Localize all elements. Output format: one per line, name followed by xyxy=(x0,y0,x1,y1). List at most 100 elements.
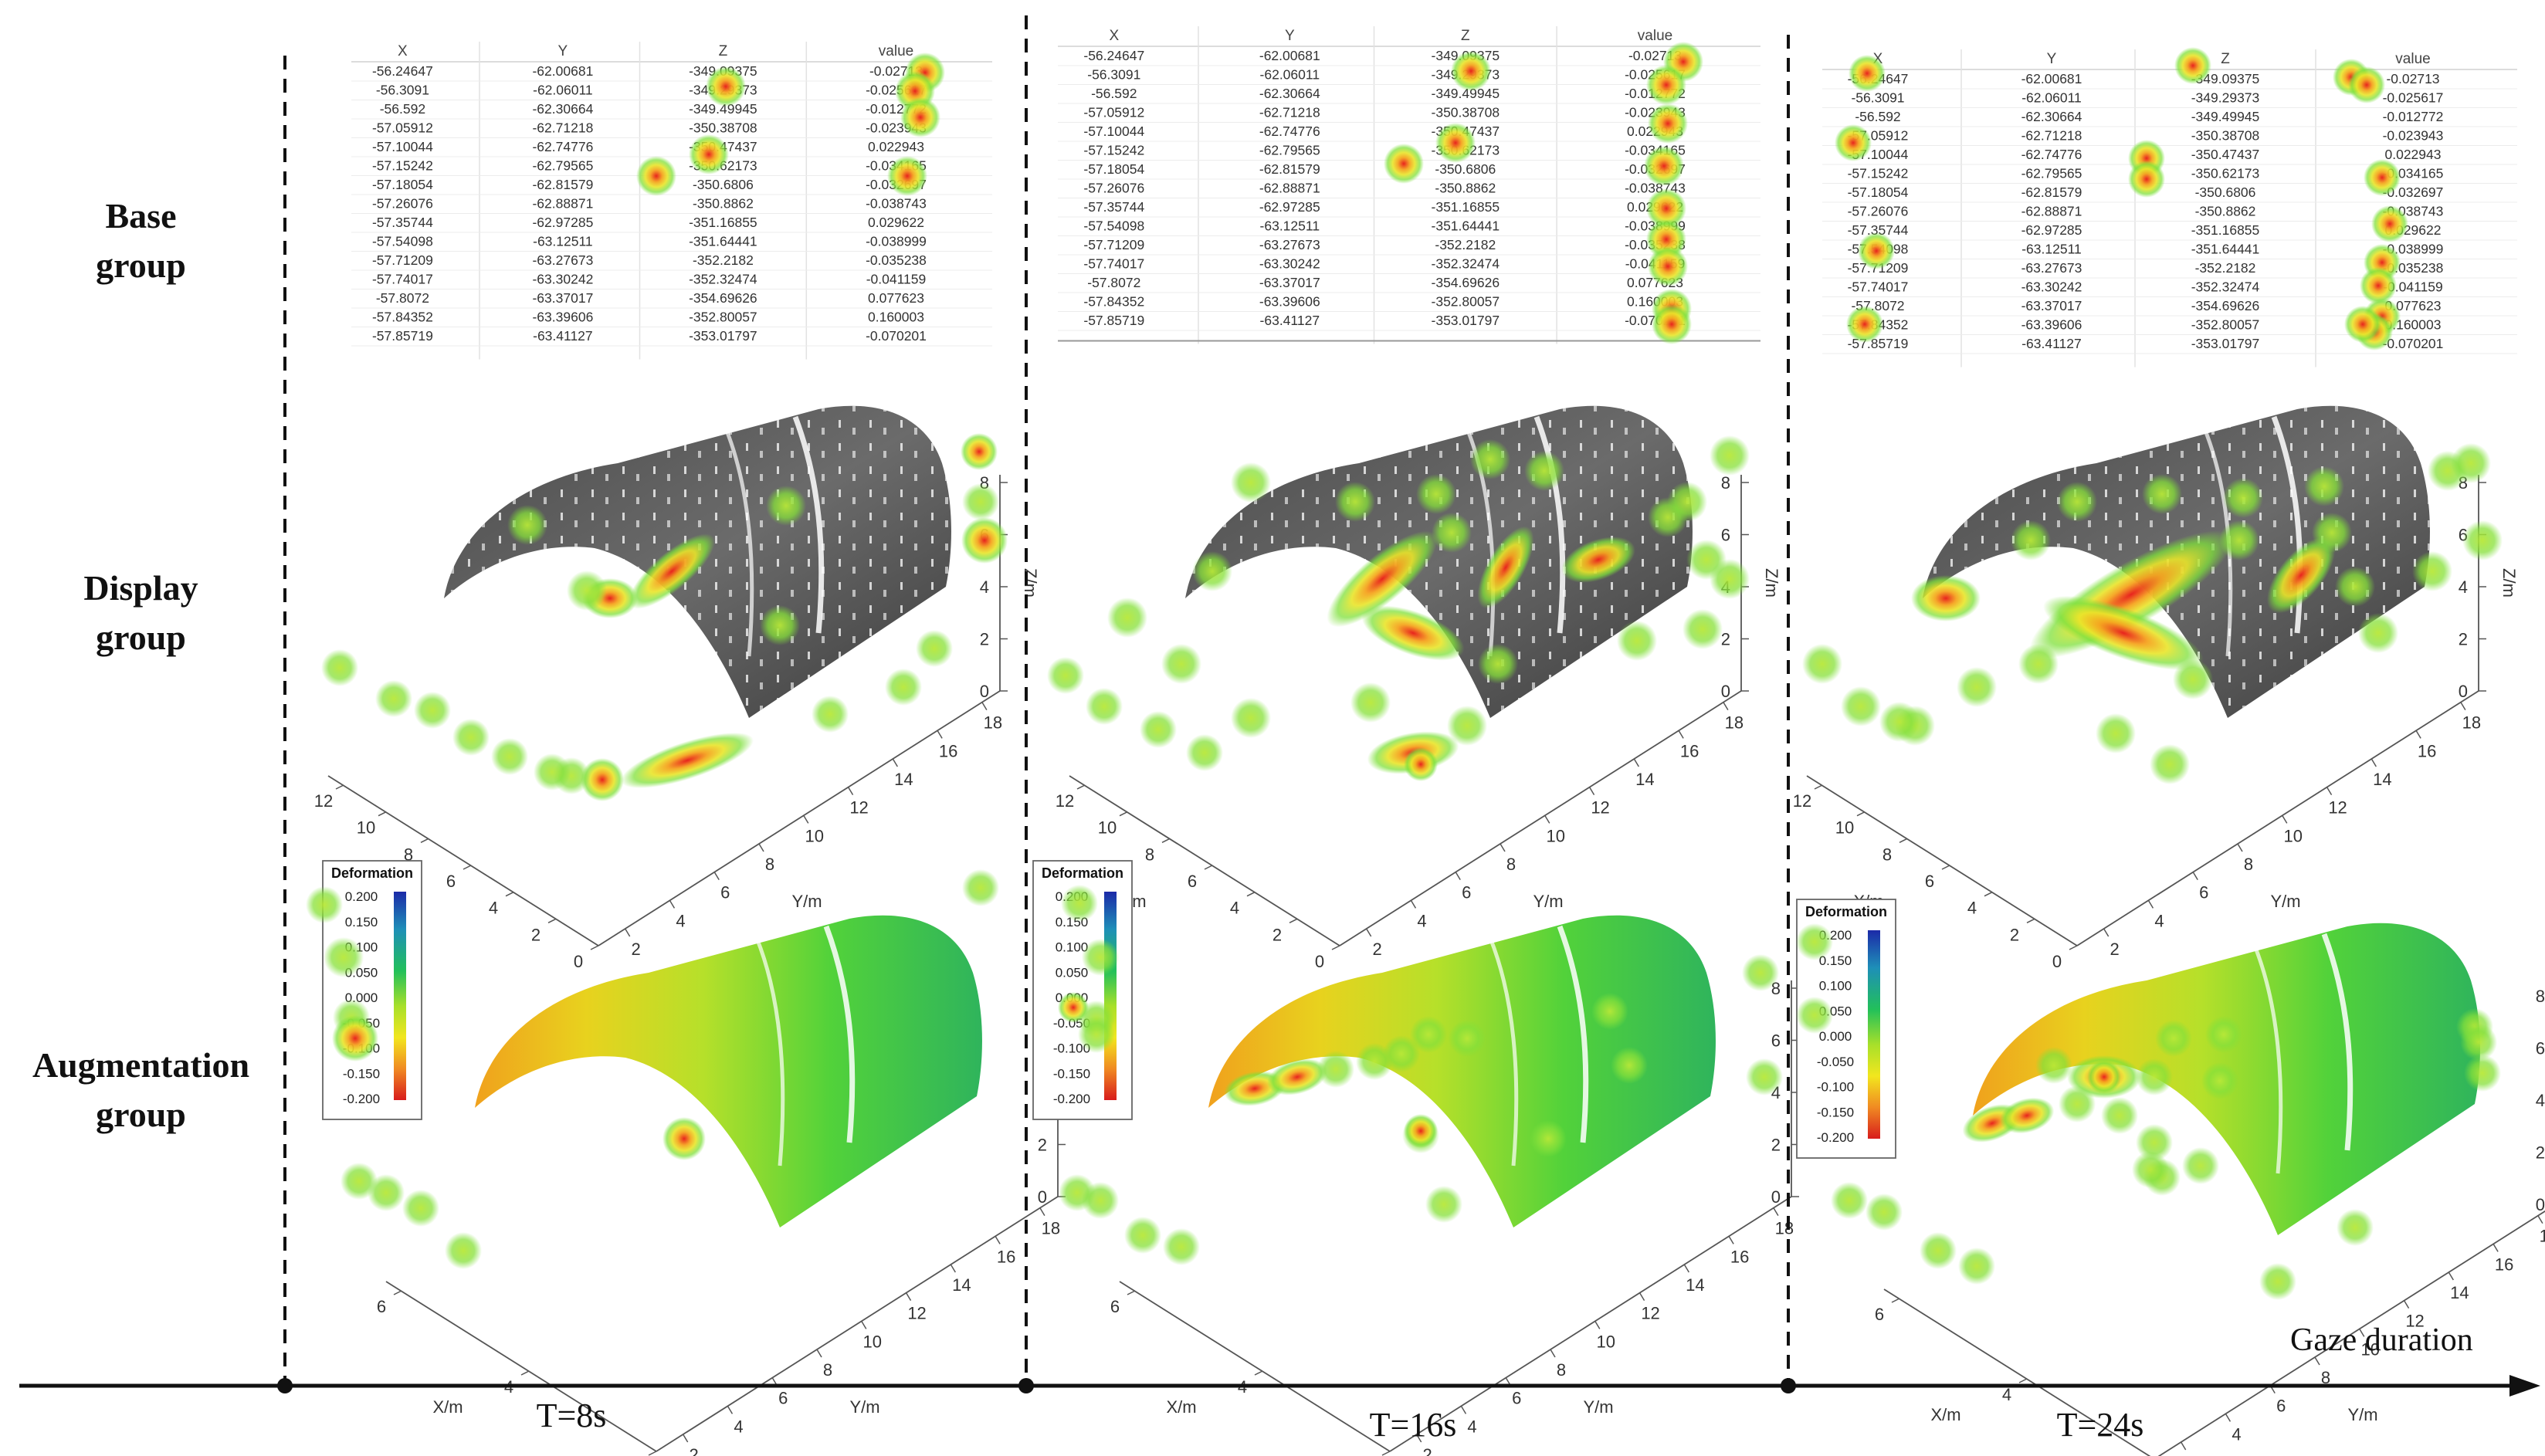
y-axis-line xyxy=(2076,690,2479,946)
gaze-spot xyxy=(2182,1147,2219,1184)
table-cell: -350.6806 xyxy=(1435,161,1496,177)
tunnel-gap xyxy=(1533,415,1566,634)
x-tick xyxy=(1891,1298,1900,1303)
x-tick xyxy=(1246,891,1256,897)
x-tick xyxy=(1941,865,1950,870)
gaze-spot-base-24s xyxy=(2360,267,2397,304)
gaze-spot xyxy=(2460,1024,2497,1061)
gaze-spot xyxy=(1086,688,1123,725)
z-tick-label: 8 xyxy=(1721,473,1730,493)
gaze-spot xyxy=(1470,439,1510,479)
gaze-spot xyxy=(1802,644,1842,684)
y-tick xyxy=(758,843,764,852)
table-cell: -63.37017 xyxy=(2021,298,2082,313)
table-cell: -352.32474 xyxy=(689,272,757,287)
table-cell: -63.12511 xyxy=(533,234,593,249)
y-tick xyxy=(2282,814,2288,824)
gaze-spot xyxy=(1478,644,1518,684)
gaze-spot xyxy=(1047,657,1084,694)
x-tick-label: 6 xyxy=(1188,872,1197,891)
x-axis-line xyxy=(327,775,599,946)
gaze-spot xyxy=(1140,711,1177,748)
gaze-spot-base-8s xyxy=(900,97,940,137)
table-cell: -63.12511 xyxy=(2021,242,2082,257)
z-tick-label: 0 xyxy=(2536,1195,2545,1214)
x-tick xyxy=(420,838,429,844)
table-cell: -56.24647 xyxy=(372,63,433,79)
table-cell: -0.035238 xyxy=(866,252,927,268)
gaze-spot xyxy=(1061,885,1098,922)
table-cell: -0.038743 xyxy=(866,196,927,212)
gaze-spot xyxy=(1161,644,1201,684)
table-cell: -0.023943 xyxy=(2383,128,2444,144)
y-tick-label: 8 xyxy=(1506,855,1516,874)
table-cell: -63.30242 xyxy=(2021,279,2082,295)
y-tick xyxy=(816,1349,822,1358)
gaze-heatmap-layer xyxy=(306,42,2503,1300)
y-tick xyxy=(2225,1413,2232,1422)
y-tick-label: 4 xyxy=(2154,911,2164,930)
gaze-spot-base-24s xyxy=(1858,232,1895,269)
colorbar-tick-label: 0.100 xyxy=(1056,940,1089,955)
x-tick xyxy=(1814,784,1823,790)
gaze-spot xyxy=(663,1117,706,1160)
timeline-node-3 xyxy=(1781,1378,1796,1393)
y-tick-label: 8 xyxy=(2244,855,2253,874)
x-tick-label: 0 xyxy=(574,952,583,971)
gaze-spot-base-16s xyxy=(1644,146,1684,186)
gaze-spot xyxy=(1107,598,1147,638)
y-tick-label: 16 xyxy=(1730,1247,1749,1266)
x-tick xyxy=(463,865,472,870)
z-tick-label: 6 xyxy=(2536,1039,2545,1058)
gaze-spot-base-8s xyxy=(887,156,927,196)
y-tick xyxy=(2237,843,2243,852)
table-cell: -351.16855 xyxy=(689,215,757,230)
x-tick-label: 4 xyxy=(1230,899,1239,918)
table-cell: -350.38708 xyxy=(689,120,757,136)
y-tick xyxy=(847,787,854,796)
x-tick-label: 10 xyxy=(1835,818,1854,838)
colorbar-tick-label: -0.200 xyxy=(343,1092,380,1106)
y-tick xyxy=(1455,872,1461,881)
colorbar-gradient xyxy=(1104,892,1117,1100)
x-axis-label: X/m xyxy=(1166,1397,1196,1417)
time-label-16s: T=16s xyxy=(1369,1406,1457,1444)
y-tick-label: 8 xyxy=(2321,1368,2330,1387)
z-tick-label: 4 xyxy=(980,577,989,597)
x-tick xyxy=(520,1370,530,1376)
table-header-x: X xyxy=(398,43,408,59)
gaze-spot xyxy=(1667,482,1707,522)
tunnel-gap xyxy=(2252,945,2283,1174)
x-tick-label: 2 xyxy=(531,925,541,944)
gaze-spot xyxy=(1192,551,1232,591)
y-tick-label: 4 xyxy=(1417,911,1426,930)
gaze-spot xyxy=(1425,1186,1462,1223)
y-tick-label: 14 xyxy=(952,1275,971,1295)
y-tick-label: 18 xyxy=(1042,1219,1060,1238)
table-cell: -352.2182 xyxy=(693,252,754,268)
gaze-spot xyxy=(1957,667,1997,707)
gaze-spot xyxy=(1710,559,1750,599)
colorbar-title: Deformation xyxy=(1042,865,1123,881)
table-cell: -63.27673 xyxy=(532,252,593,268)
gaze-spot xyxy=(324,937,364,977)
y-tick xyxy=(2403,1300,2410,1309)
table-cell: -57.18054 xyxy=(1848,185,1909,200)
table-cell: -57.10044 xyxy=(1083,124,1144,139)
table-cell: -351.16855 xyxy=(2191,222,2260,238)
colorbar-tick-label: -0.050 xyxy=(1817,1055,1854,1069)
y-tick-label: 10 xyxy=(2284,826,2303,845)
gaze-spot xyxy=(1124,1217,1161,1254)
x-axis-line xyxy=(385,1281,657,1452)
y-tick-label: 18 xyxy=(1775,1219,1794,1238)
y-tick xyxy=(803,814,809,824)
gaze-cluster-display-24s xyxy=(2043,595,2204,671)
gaze-spot xyxy=(1383,1035,1420,1072)
table-cell: -62.81579 xyxy=(532,177,593,192)
gaze-spot xyxy=(1742,954,1779,991)
y-tick-label: 12 xyxy=(1591,798,1609,818)
x-tick-label: 6 xyxy=(446,872,456,891)
gaze-spot-base-24s xyxy=(2371,205,2408,242)
table-cell: -62.06011 xyxy=(1260,67,1320,83)
gaze-spot xyxy=(1841,686,1881,726)
